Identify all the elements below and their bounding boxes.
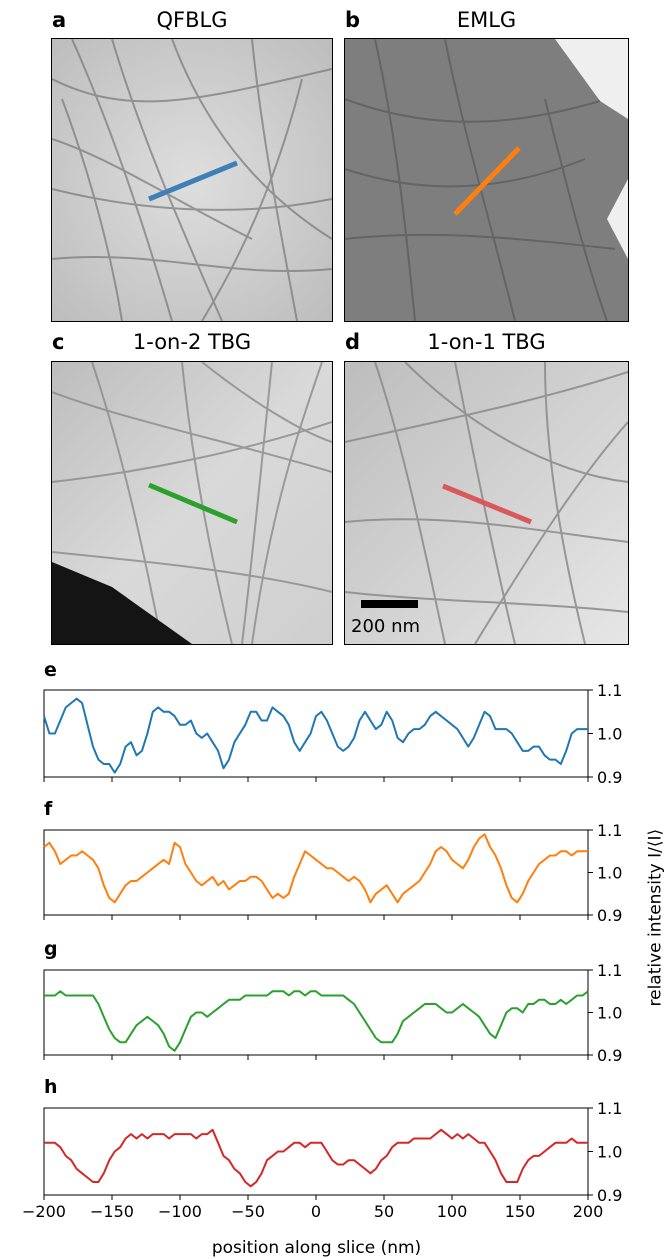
y-axis-label: relative intensity I/⟨I⟩	[645, 828, 666, 1007]
series-line-f	[43, 833, 588, 904]
scale-bar	[361, 600, 418, 608]
y-tick-label-h: 1.1	[597, 1099, 622, 1118]
slice-line-c	[148, 482, 238, 525]
panel-title-1-on-2-tbg: 1-on-2 TBG	[132, 330, 252, 354]
series-line-e	[43, 697, 588, 774]
x-tick-label: 100	[437, 1202, 468, 1221]
series-line-h	[44, 1128, 588, 1188]
x-tick-label: 150	[505, 1202, 536, 1221]
panel-letter-e: e	[44, 659, 57, 681]
y-tick-label-e: 1.0	[597, 725, 622, 744]
micrograph-c	[51, 361, 333, 645]
plot-frame-e	[43, 689, 589, 778]
panel-letter-d: d	[345, 330, 361, 354]
panel-letter-b: b	[345, 8, 361, 32]
micrograph-d	[344, 361, 629, 645]
panel-letter-g: g	[44, 938, 58, 960]
y-tick-label-g: 0.9	[597, 1046, 622, 1065]
plot-frame-f	[43, 829, 589, 916]
x-tick-label: 50	[374, 1202, 394, 1221]
y-tick-label-f: 1.0	[597, 864, 622, 883]
panel-title-emlg: EMLG	[456, 8, 517, 32]
x-tick-label: −150	[90, 1202, 134, 1221]
x-tick-label: −200	[22, 1202, 66, 1221]
micrograph-b	[344, 38, 629, 322]
slice-line-d	[442, 483, 532, 525]
y-tick-label-f: 0.9	[597, 906, 622, 925]
y-tick-label-g: 1.0	[597, 1004, 622, 1023]
panel-letter-h: h	[44, 1076, 58, 1098]
micrograph-a	[51, 38, 333, 322]
x-tick-label: 200	[573, 1202, 604, 1221]
slice-line-b	[453, 146, 521, 216]
slice-line-a	[148, 160, 238, 202]
y-tick-label-h: 1.0	[597, 1143, 622, 1162]
x-tick-label: 0	[311, 1202, 321, 1221]
y-tick-label-e: 0.9	[597, 768, 622, 787]
panel-letter-a: a	[52, 8, 67, 32]
panel-letter-c: c	[52, 330, 65, 354]
panel-title-1-on-1-tbg: 1-on-1 TBG	[427, 330, 546, 354]
x-axis-label: position along slice (nm)	[211, 1238, 422, 1258]
panel-letter-f: f	[44, 798, 53, 820]
x-tick-label: −100	[158, 1202, 202, 1221]
series-line-g	[44, 990, 589, 1052]
x-tick-label: −50	[231, 1202, 265, 1221]
scale-bar-label: 200 nm	[351, 616, 421, 637]
y-tick-label-g: 1.1	[597, 961, 622, 980]
y-tick-label-f: 1.1	[597, 821, 622, 840]
y-tick-label-e: 1.1	[597, 681, 622, 700]
panel-title-qfblg: QFBLG	[156, 8, 228, 32]
y-tick-label-h: 0.9	[597, 1186, 622, 1205]
